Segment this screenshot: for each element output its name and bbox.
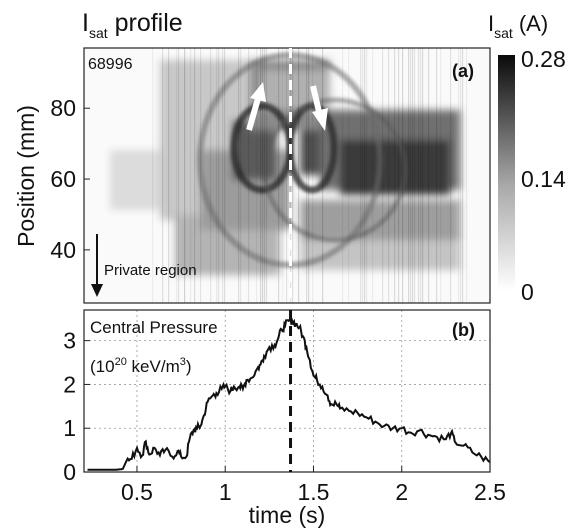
- pressure-x-tick-label: 2: [395, 479, 408, 505]
- heatmap-streak: [342, 48, 344, 303]
- heatmap-streak: [256, 48, 258, 303]
- heatmap-streak: [422, 48, 424, 303]
- pressure-x-tick-label: 2.5: [474, 479, 506, 505]
- heatmap-streak: [282, 48, 284, 303]
- heatmap-y-tick-label: 60: [50, 166, 76, 192]
- pressure-y-tick-label: 2: [63, 371, 76, 397]
- heatmap-streak: [428, 48, 430, 303]
- pressure-y-tick-label: 3: [63, 328, 76, 354]
- heatmap-streak: [224, 48, 226, 303]
- heatmap-streak: [292, 48, 294, 303]
- heatmap-streak: [410, 48, 412, 303]
- panel-b-label: (b): [452, 320, 475, 340]
- heatmap-streak: [152, 48, 154, 303]
- heatmap-streak: [218, 48, 220, 303]
- heatmap-streak: [162, 48, 164, 303]
- heatmap-streak: [462, 48, 464, 303]
- heatmap-streak: [414, 48, 416, 303]
- shot-number-label: 68996: [88, 56, 133, 73]
- pressure-y-tick-label: 0: [63, 459, 76, 485]
- upward-arrow-icon: [246, 82, 266, 131]
- heatmap-streak: [420, 48, 422, 303]
- heatmap-streak: [168, 48, 170, 303]
- pressure-title: Central Pressure: [90, 318, 218, 337]
- heatmap-streak: [306, 48, 308, 303]
- pressure-x-tick-label: 1.5: [297, 479, 329, 505]
- heatmap-streak: [388, 48, 390, 303]
- colorbar: Isat (A) 0.28 0.14 0: [488, 11, 566, 305]
- heatmap-streak: [348, 48, 350, 303]
- heatmap-streak: [394, 48, 396, 303]
- heatmap-streak: [412, 48, 414, 303]
- heatmap-streak: [362, 48, 364, 303]
- heatmap-streak: [176, 48, 178, 303]
- heatmap-streak: [262, 48, 264, 303]
- heatmap-frame: [83, 47, 491, 304]
- panel-a-label: (a): [452, 61, 474, 81]
- heatmap-streak: [260, 48, 262, 303]
- heatmap-y-tick-label: 40: [50, 237, 76, 263]
- heatmap-streak: [216, 48, 218, 303]
- heatmap-streaks: [152, 48, 468, 303]
- pressure-panel: 0 1 2 3 0.5 1 1.5 2 2.5 Central Pressure (1020 …: [63, 309, 506, 528]
- heatmap-streak: [372, 48, 374, 303]
- heatmap-streak: [286, 48, 288, 303]
- heatmap-streak: [382, 48, 384, 303]
- heatmap-streak: [266, 48, 268, 303]
- heatmap-streak: [322, 48, 324, 303]
- heatmap-streak: [210, 48, 212, 303]
- heatmap-streak: [402, 48, 404, 303]
- heatmap-streak: [290, 48, 292, 303]
- heatmap-streak: [458, 48, 460, 303]
- heatmap-streak: [308, 48, 310, 303]
- downward-arrow-icon: [310, 85, 328, 131]
- heatmap-streak: [312, 48, 314, 303]
- private-region-label: Private region: [104, 262, 197, 279]
- figure-title: Isat profile: [82, 9, 183, 41]
- colorbar-tick-min: 0: [521, 279, 534, 305]
- pressure-x-axis: 0.5 1 1.5 2 2.5: [121, 466, 506, 505]
- heatmap-streak: [408, 48, 410, 303]
- heatmap-streak: [364, 48, 366, 303]
- heatmap-streak: [398, 48, 400, 303]
- heatmap-y-axis: 40 60 80: [50, 95, 90, 263]
- pressure-x-axis-label: time (s): [249, 502, 326, 528]
- heatmap-streak: [194, 48, 196, 303]
- pressure-y-axis: 0 1 2 3: [63, 328, 90, 485]
- heatmap-streak: [200, 48, 202, 303]
- pressure-unit-label: (1020 keV/m3): [90, 356, 192, 376]
- heatmap-streak: [460, 48, 462, 303]
- pressure-series-line: [87, 317, 490, 471]
- heatmap-streak: [248, 48, 250, 303]
- heatmap-streak: [440, 48, 442, 303]
- heatmap-streak: [184, 48, 186, 303]
- heatmap-streak: [240, 48, 242, 303]
- heatmap-streak: [450, 48, 452, 303]
- heatmap-y-tick-label: 80: [50, 95, 76, 121]
- colorbar-gradient: [498, 55, 515, 291]
- heatmap-streak: [298, 48, 300, 303]
- pressure-x-tick-label: 0.5: [121, 479, 153, 505]
- heatmap-streak: [222, 48, 224, 303]
- heatmap-streak: [238, 48, 240, 303]
- pressure-y-tick-label: 1: [63, 415, 76, 441]
- heatmap-streak: [264, 48, 266, 303]
- colorbar-label: Isat (A): [488, 11, 548, 41]
- heatmap-streak: [178, 48, 180, 303]
- private-region-arrow-icon: [91, 234, 103, 297]
- colorbar-tick-mid: 0.14: [521, 166, 566, 192]
- heatmap-streak: [418, 48, 420, 303]
- heatmap-streak: [366, 48, 368, 303]
- heatmap-streak: [436, 48, 438, 303]
- colorbar-tick-max: 0.28: [521, 46, 566, 72]
- heatmap-streak: [190, 48, 192, 303]
- heatmap-streak: [278, 48, 280, 303]
- pressure-frame: [83, 309, 491, 473]
- heatmap-streak: [360, 48, 362, 303]
- pressure-x-tick-label: 1: [219, 479, 232, 505]
- heatmap-streak: [466, 48, 468, 303]
- heatmap-y-axis-label: Position (mm): [13, 105, 39, 247]
